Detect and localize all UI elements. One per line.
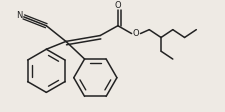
Text: O: O [132,29,139,38]
Text: N: N [16,11,22,20]
Text: O: O [115,1,121,10]
